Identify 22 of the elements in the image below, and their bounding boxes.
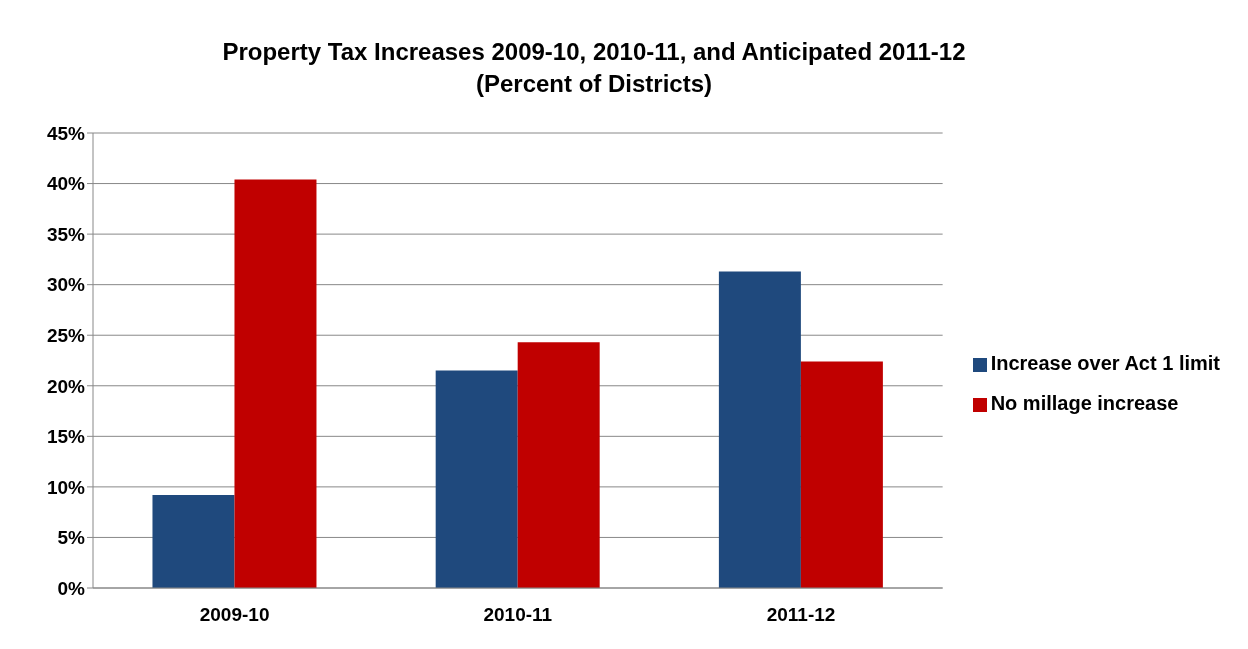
y-tick-label: 40%: [46, 173, 86, 195]
y-tick-label: 15%: [46, 426, 86, 448]
y-tick-label: 5%: [57, 527, 86, 549]
legend-label: No millage increase: [990, 392, 1179, 414]
legend-label: Increase over Act 1 limit: [990, 352, 1220, 374]
y-tick-label: 20%: [46, 375, 86, 397]
x-tick-label: 2009-10: [199, 604, 270, 626]
bar: [152, 494, 235, 588]
y-tick-label: 45%: [46, 122, 86, 144]
bar: [234, 179, 317, 588]
x-tick-label: 2010-11: [483, 604, 553, 626]
y-tick-label: 25%: [46, 324, 86, 346]
bar: [435, 370, 518, 588]
y-tick-label: 30%: [46, 274, 86, 296]
bar: [718, 271, 801, 588]
y-tick-label: 10%: [46, 476, 86, 498]
bar: [800, 361, 883, 588]
y-tick-label: 0%: [57, 577, 86, 599]
chart-title: Property Tax Increases 2009-10, 2010-11, and Anticipated 2011-12 (Percent of Districts): [221, 37, 967, 99]
y-tick-label: 35%: [46, 223, 86, 245]
x-tick-label: 2011-12: [766, 604, 836, 626]
bar: [517, 342, 600, 588]
